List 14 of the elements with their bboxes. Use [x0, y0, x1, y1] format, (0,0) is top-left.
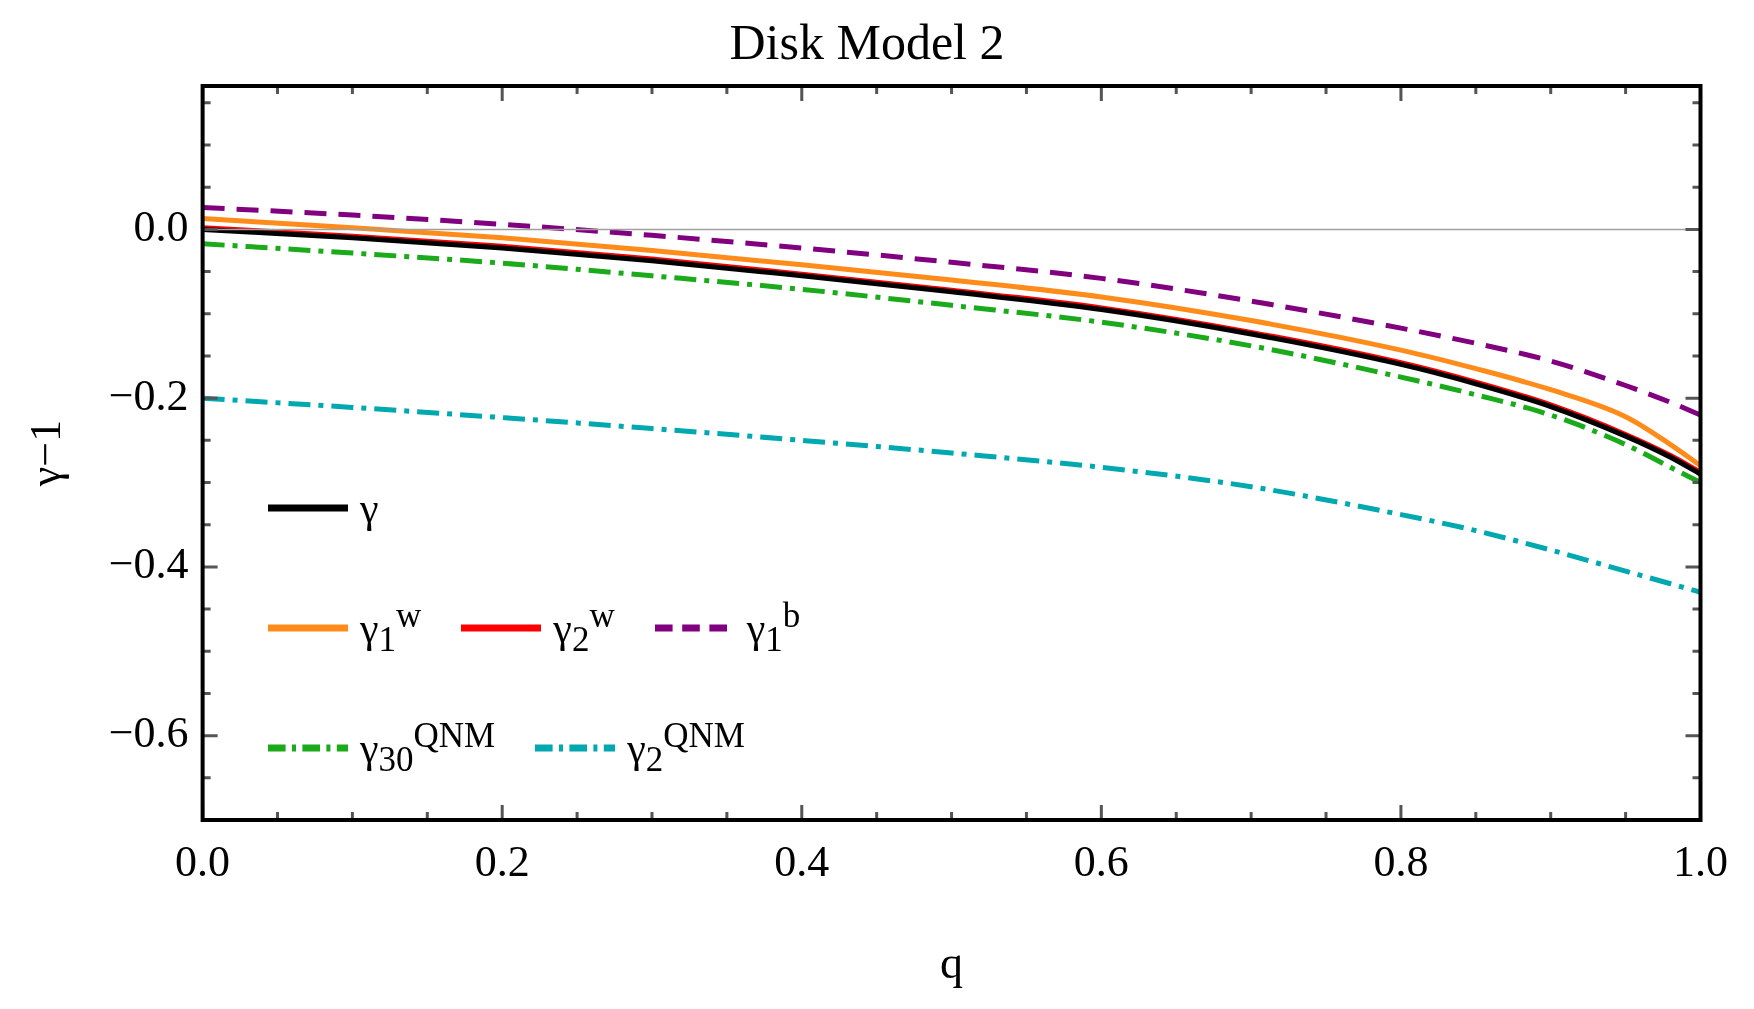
- x-tick-label: 1.0: [1673, 836, 1728, 886]
- legend-label: γ: [360, 484, 379, 532]
- x-tick-label: 0.6: [1073, 836, 1129, 886]
- x-tick-label: 0.2: [474, 836, 530, 886]
- x-tick-label: 0.4: [774, 836, 830, 886]
- y-tick-label: −0.2: [108, 370, 189, 420]
- chart-title: Disk Model 2: [729, 14, 1005, 71]
- y-tick-label: −0.6: [108, 708, 189, 758]
- y-tick-label: 0.0: [133, 201, 189, 251]
- x-tick-label: 0.0: [175, 836, 231, 886]
- x-axis-title: q: [940, 937, 964, 989]
- y-tick-label: −0.4: [108, 539, 189, 589]
- x-tick-label: 0.8: [1373, 836, 1429, 886]
- y-axis-title: γ−1: [20, 419, 70, 488]
